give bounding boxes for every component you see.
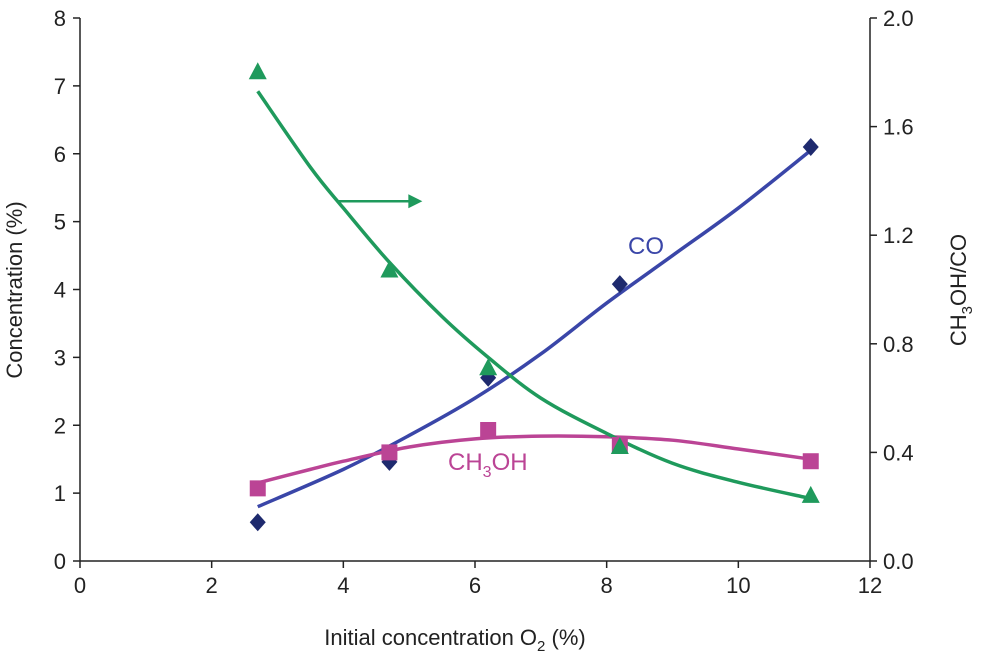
arrow-head-icon (408, 194, 423, 209)
y-axis-right-title: CH3OH/CO (946, 234, 976, 346)
ch3oh-co-fit-line (256, 90, 812, 501)
ch3oh-co-point (479, 358, 498, 376)
y-left-tick-label: 0 (54, 549, 66, 574)
y-axis-left-title: Concentration (%) (2, 201, 27, 378)
ch3oh-co-point (380, 260, 399, 278)
y-left-tick-label: 3 (54, 345, 66, 370)
y-left-tick-label: 8 (54, 6, 66, 31)
x-tick-label: 10 (726, 573, 750, 598)
y-left-tick-label: 5 (54, 210, 66, 235)
y-right-tick-label: 1.6 (883, 115, 914, 140)
y-left-tick-label: 6 (54, 142, 66, 167)
x-tick-label: 4 (337, 573, 349, 598)
y-left-tick-label: 2 (54, 413, 66, 438)
ch3oh-point (480, 422, 497, 439)
co-point (611, 275, 628, 294)
co-fit-line (257, 148, 812, 509)
y-right-tick-label: 0.8 (883, 332, 914, 357)
ch3oh-point (802, 453, 819, 470)
right-axis-arrow (336, 194, 423, 209)
x-axis-title: Initial concentration O2 (%) (324, 625, 585, 655)
y-right-tick-label: 1.2 (883, 223, 914, 248)
x-tick-label: 0 (74, 573, 86, 598)
y-right-tick-label: 2.0 (883, 6, 914, 31)
x-tick-label: 8 (601, 573, 613, 598)
ch3oh-co-point (801, 485, 820, 503)
y-left-tick-label: 1 (54, 481, 66, 506)
markers (248, 62, 820, 532)
ch3oh-co-point (610, 436, 629, 454)
y-right-tick-label: 0.4 (883, 440, 914, 465)
co-point (249, 513, 266, 532)
ch3oh-point (381, 444, 398, 461)
x-tick-label: 6 (469, 573, 481, 598)
y-left-tick-label: 7 (54, 74, 66, 99)
y-left-tick-label: 4 (54, 278, 66, 303)
co-point (802, 137, 819, 156)
fit-curves (256, 90, 812, 509)
ch3oh-fit-line (257, 434, 811, 485)
x-tick-label: 2 (206, 573, 218, 598)
axes (79, 18, 871, 562)
x-tick-label: 12 (858, 573, 882, 598)
ch3oh-label: CH3OH (448, 449, 528, 481)
co-label: CO (628, 233, 664, 260)
ch3oh-co-point (248, 62, 267, 80)
y-right-tick-label: 0.0 (883, 549, 914, 574)
ch3oh-point (249, 480, 266, 497)
